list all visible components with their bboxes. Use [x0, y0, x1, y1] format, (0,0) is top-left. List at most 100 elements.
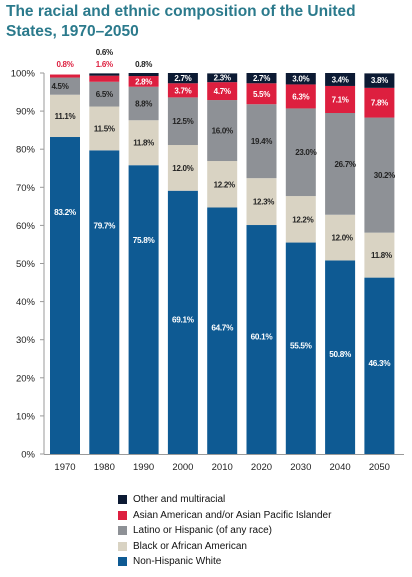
data-label-asian: 7.1%: [332, 95, 349, 104]
x-tick-label: 1980: [94, 462, 115, 473]
data-label-white: 60.1%: [251, 333, 274, 342]
data-label-black: 11.8%: [133, 139, 154, 148]
bar-segment: [50, 77, 80, 95]
data-label-latino: 8.8%: [135, 99, 152, 108]
y-tick-label: 60%: [16, 221, 36, 232]
bar-segment: [89, 150, 120, 454]
y-tick-label: 50%: [16, 259, 36, 270]
data-label-latino: 6.5%: [96, 90, 113, 99]
bar-segment: [246, 73, 277, 84]
bar-segment: [246, 83, 277, 105]
bar-segment: [128, 76, 159, 87]
y-tick-label: 80%: [16, 145, 36, 156]
data-label-asian: 3.7%: [174, 86, 191, 95]
data-label-latino: 30.2%: [374, 171, 395, 180]
data-label-white: 64.7%: [211, 324, 234, 333]
bar-segment: [50, 74, 80, 78]
data-label-black: 11.5%: [94, 124, 115, 133]
bar-segment: [364, 117, 395, 233]
bar-segment: [364, 277, 395, 454]
bar-segment: [364, 232, 395, 278]
data-label-asian: 1.6%: [96, 60, 113, 69]
bar-segment: [50, 94, 80, 138]
x-tick-label: 2010: [212, 462, 233, 473]
bar-segment: [285, 196, 316, 243]
data-label-other: 2.7%: [253, 74, 270, 83]
bar-segment: [285, 108, 316, 197]
bar-segment: [207, 73, 238, 83]
data-label-other: 3.4%: [332, 75, 349, 84]
legend: Other and multiracial Asian American and/…: [118, 492, 331, 570]
bar-segment: [285, 84, 316, 109]
bar-segment: [167, 97, 198, 146]
data-label-latino: 19.4%: [251, 137, 272, 146]
legend-label: Asian American and/or Asian Pacific Isla…: [133, 509, 332, 521]
data-label-other: 2.3%: [214, 73, 231, 82]
bar-segment: [89, 75, 120, 82]
legend-label: Non-Hispanic White: [133, 556, 222, 568]
data-label-latino: 4.5%: [51, 82, 68, 91]
bar-segment: [325, 260, 356, 454]
legend-swatch: [118, 557, 127, 567]
data-label-white: 69.1%: [172, 315, 195, 324]
bar-segment: [167, 73, 198, 84]
data-label-black: 12.0%: [332, 234, 353, 243]
legend-swatch: [118, 510, 127, 520]
data-label-latino: 12.5%: [172, 117, 193, 126]
bar-segment: [89, 73, 120, 76]
data-label-other: 2.7%: [174, 74, 191, 83]
bar-segment: [285, 242, 316, 454]
bar-segment: [167, 190, 198, 454]
bar-segment: [207, 207, 238, 454]
data-label-other: 0.6%: [96, 48, 113, 57]
data-label-black: 12.2%: [214, 180, 235, 189]
bar-segment: [285, 73, 316, 85]
data-label-other: 0.8%: [135, 60, 152, 69]
bar-segment: [325, 73, 356, 86]
bar-segment: [325, 85, 356, 114]
bar-segment: [246, 104, 277, 179]
legend-item: Asian American and/or Asian Pacific Isla…: [118, 508, 331, 524]
data-label-asian: 5.5%: [253, 90, 270, 99]
bar-segment: [246, 178, 277, 226]
x-tick-label: 2030: [290, 462, 311, 473]
data-label-black: 11.1%: [55, 112, 76, 121]
y-tick-label: 0%: [21, 450, 35, 461]
bar-segment: [128, 73, 159, 77]
data-label-white: 55.5%: [290, 341, 313, 350]
data-label-asian: 2.8%: [135, 77, 152, 86]
data-label-latino: 23.0%: [295, 148, 316, 157]
y-tick-label: 30%: [16, 335, 36, 346]
data-label-black: 11.8%: [371, 251, 392, 260]
bar-segment: [50, 137, 80, 454]
data-label-white: 75.8%: [133, 236, 156, 245]
x-tick-label: 2050: [369, 462, 390, 473]
data-label-white: 46.3%: [369, 359, 392, 368]
legend-label: Black or African American: [133, 540, 247, 552]
bar-segment: [364, 87, 395, 118]
data-label-black: 12.0%: [172, 164, 193, 173]
x-tick-label: 1990: [133, 462, 154, 473]
bar-segment: [89, 81, 120, 107]
y-tick-label: 90%: [16, 107, 36, 118]
bar-segment: [167, 145, 198, 191]
legend-label: Latino or Hispanic (of any race): [133, 525, 272, 537]
bar-segment: [325, 214, 356, 261]
y-tick-label: 100%: [11, 69, 36, 80]
bar-segment: [128, 86, 159, 121]
bar-segment: [128, 120, 159, 166]
bar-segment: [325, 113, 356, 215]
data-label-other: 3.0%: [292, 75, 309, 84]
data-label-asian: 4.7%: [214, 87, 231, 96]
legend-item: Non-Hispanic White: [118, 554, 331, 570]
legend-item: Latino or Hispanic (of any race): [118, 523, 331, 539]
data-label-latino: 16.0%: [212, 127, 233, 136]
data-label-asian: 7.8%: [371, 99, 388, 108]
data-label-black: 12.3%: [253, 198, 274, 207]
bar-segment: [207, 100, 238, 162]
legend-item: Black or African American: [118, 539, 331, 555]
bar-segment: [167, 83, 198, 98]
legend-swatch: [118, 541, 127, 551]
data-label-other: 3.8%: [371, 76, 388, 85]
legend-swatch: [118, 526, 127, 536]
